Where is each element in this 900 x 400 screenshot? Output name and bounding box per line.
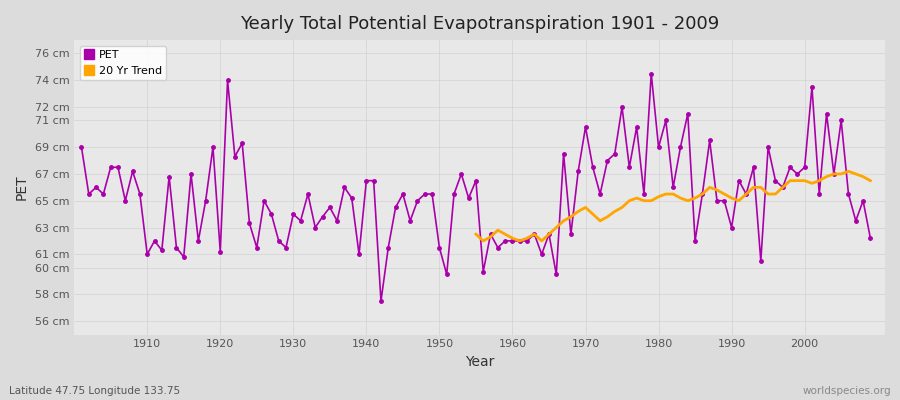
Text: worldspecies.org: worldspecies.org (803, 386, 891, 396)
Title: Yearly Total Potential Evapotranspiration 1901 - 2009: Yearly Total Potential Evapotranspiratio… (240, 15, 719, 33)
X-axis label: Year: Year (465, 355, 494, 369)
Legend: PET, 20 Yr Trend: PET, 20 Yr Trend (80, 46, 166, 80)
Text: Latitude 47.75 Longitude 133.75: Latitude 47.75 Longitude 133.75 (9, 386, 180, 396)
Y-axis label: PET: PET (15, 174, 29, 200)
